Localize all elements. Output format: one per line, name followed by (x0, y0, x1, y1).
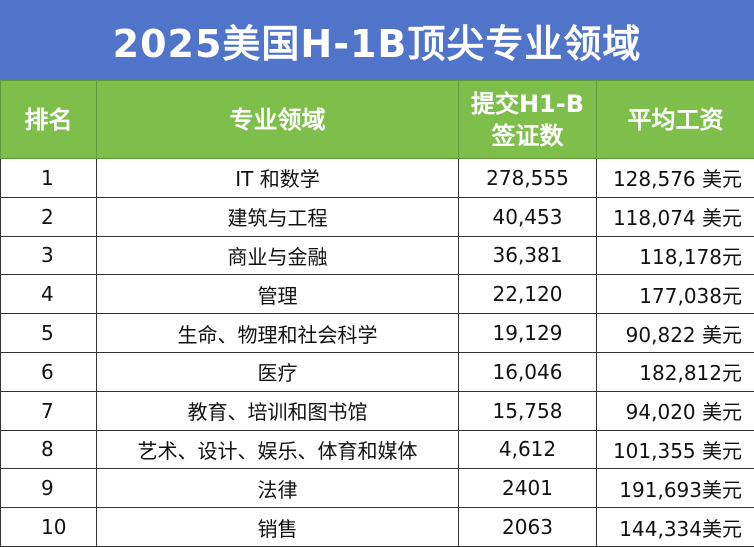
visas-cell: 19,129 (459, 314, 597, 353)
table-row: 1 IT 和数学 278,555 128,576 美元 (1, 159, 754, 198)
header-salary: 平均工资 (597, 81, 754, 159)
rank-cell: 8 (1, 430, 97, 469)
salary-cell: 182,812元 (597, 352, 754, 391)
field-cell: 商业与金融 (97, 236, 459, 275)
table-row: 2 建筑与工程 40,453 118,074 美元 (1, 197, 754, 236)
rank-cell: 4 (1, 275, 97, 314)
rank-cell: 2 (1, 197, 97, 236)
field-cell: 销售 (97, 508, 459, 547)
rank-cell: 1 (1, 159, 97, 198)
field-cell: 管理 (97, 275, 459, 314)
salary-cell: 101,355 美元 (597, 430, 754, 469)
rank-cell: 3 (1, 236, 97, 275)
visas-cell: 16,046 (459, 352, 597, 391)
field-cell: 建筑与工程 (97, 197, 459, 236)
visas-cell: 278,555 (459, 159, 597, 198)
page-title: 2025美国H-1B顶尖专业领域 (0, 0, 754, 80)
visas-cell: 15,758 (459, 391, 597, 430)
h1b-fields-table: 排名 专业领域 提交H1-B签证数 平均工资 1 IT 和数学 278,555 … (0, 80, 754, 547)
visas-cell: 40,453 (459, 197, 597, 236)
header-visas: 提交H1-B签证数 (459, 81, 597, 159)
field-cell: 法律 (97, 469, 459, 508)
visas-cell: 36,381 (459, 236, 597, 275)
salary-cell: 118,074 美元 (597, 197, 754, 236)
visas-cell: 4,612 (459, 430, 597, 469)
header-field: 专业领域 (97, 81, 459, 159)
field-cell: 艺术、设计、娱乐、体育和媒体 (97, 430, 459, 469)
salary-cell: 177,038元 (597, 275, 754, 314)
header-rank: 排名 (1, 81, 97, 159)
field-cell: 教育、培训和图书馆 (97, 391, 459, 430)
salary-cell: 94,020 美元 (597, 391, 754, 430)
table-row: 9 法律 2401 191,693美元 (1, 469, 754, 508)
salary-cell: 144,334美元 (597, 508, 754, 547)
field-cell: IT 和数学 (97, 159, 459, 198)
visas-cell: 22,120 (459, 275, 597, 314)
table-row: 4 管理 22,120 177,038元 (1, 275, 754, 314)
table-row: 5 生命、物理和社会科学 19,129 90,822 美元 (1, 314, 754, 353)
salary-cell: 118,178元 (597, 236, 754, 275)
table-row: 3 商业与金融 36,381 118,178元 (1, 236, 754, 275)
table-row: 6 医疗 16,046 182,812元 (1, 352, 754, 391)
visas-cell: 2401 (459, 469, 597, 508)
table-header-row: 排名 专业领域 提交H1-B签证数 平均工资 (1, 81, 754, 159)
table-row: 8 艺术、设计、娱乐、体育和媒体 4,612 101,355 美元 (1, 430, 754, 469)
rank-cell: 9 (1, 469, 97, 508)
table-row: 7 教育、培训和图书馆 15,758 94,020 美元 (1, 391, 754, 430)
salary-cell: 191,693美元 (597, 469, 754, 508)
visas-cell: 2063 (459, 508, 597, 547)
salary-cell: 128,576 美元 (597, 159, 754, 198)
salary-cell: 90,822 美元 (597, 314, 754, 353)
rank-cell: 7 (1, 391, 97, 430)
rank-cell: 10 (1, 508, 97, 547)
table-row: 10 销售 2063 144,334美元 (1, 508, 754, 547)
field-cell: 医疗 (97, 352, 459, 391)
field-cell: 生命、物理和社会科学 (97, 314, 459, 353)
rank-cell: 5 (1, 314, 97, 353)
rank-cell: 6 (1, 352, 97, 391)
